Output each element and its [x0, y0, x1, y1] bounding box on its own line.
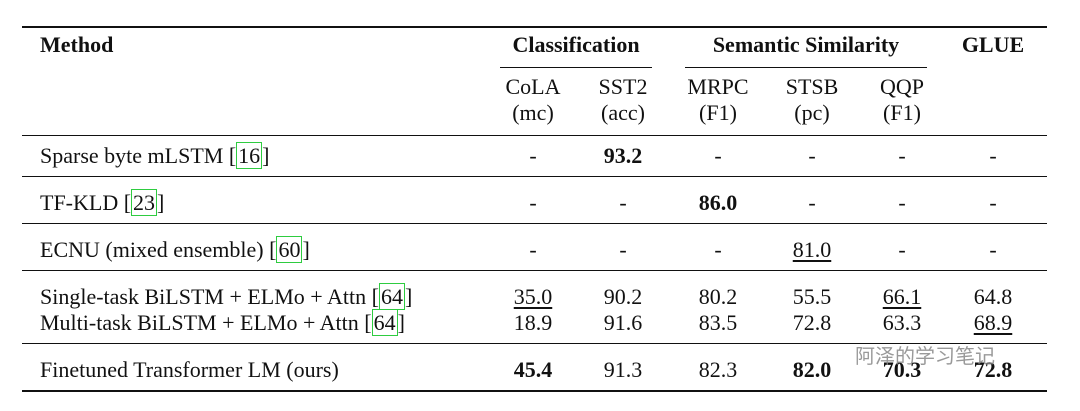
cell: -: [714, 237, 722, 262]
citation[interactable]: 64: [371, 309, 398, 336]
rule: [22, 176, 1047, 177]
method-name: ECNU (mixed ensemble): [40, 237, 264, 262]
method-name: TF-KLD: [40, 190, 119, 215]
method-name: Finetuned Transformer LM (ours): [40, 357, 339, 382]
citation[interactable]: 60: [276, 236, 303, 263]
cell: 68.9: [973, 310, 1013, 335]
rule: [22, 390, 1047, 392]
cell: -: [529, 237, 537, 262]
method: Finetuned Transformer LM (ours): [40, 357, 339, 383]
citation[interactable]: 16: [236, 142, 263, 169]
method-name: Multi-task BiLSTM + ELMo + Attn: [40, 310, 359, 335]
cell: 81.0: [792, 237, 832, 262]
group-header: GLUE: [961, 32, 1025, 57]
method: Single-task BiLSTM + ELMo + Attn [64]: [40, 283, 413, 310]
cell: 80.2: [698, 284, 738, 309]
watermark: 阿泽的学习笔记: [855, 344, 995, 368]
header-method: Method: [40, 32, 114, 57]
cell: -: [989, 143, 997, 168]
cell: 63.3: [882, 310, 922, 335]
cell: -: [989, 237, 997, 262]
cell: -: [529, 190, 537, 215]
cell: 66.1: [882, 284, 922, 309]
column-name: SST2: [598, 74, 648, 99]
column-name: QQP: [879, 74, 925, 99]
cell: -: [808, 143, 816, 168]
cell: -: [714, 143, 722, 168]
column-name: MRPC: [687, 74, 749, 99]
cell: 90.2: [603, 284, 643, 309]
cell: 45.4: [513, 357, 553, 382]
cell: 91.6: [603, 310, 643, 335]
column-name: CoLA: [505, 74, 561, 99]
cell: 64.8: [973, 284, 1013, 309]
cell: 82.3: [698, 357, 738, 382]
cell: 72.8: [973, 357, 1013, 382]
cell: 83.5: [698, 310, 738, 335]
cell: 35.0: [513, 284, 553, 309]
group-header: Semantic Similarity: [712, 32, 900, 57]
column-metric: (F1): [699, 100, 737, 125]
method: Sparse byte mLSTM [16]: [40, 142, 270, 169]
rule: [500, 67, 652, 68]
method: ECNU (mixed ensemble) [60]: [40, 236, 310, 263]
group-header: Classification: [512, 32, 640, 57]
cell: 82.0: [792, 357, 832, 382]
column-name: STSB: [785, 74, 839, 99]
column-metric: (mc): [512, 100, 554, 125]
cell: -: [898, 143, 906, 168]
method: TF-KLD [23]: [40, 189, 165, 216]
cell: 18.9: [513, 310, 553, 335]
method-name: Sparse byte mLSTM: [40, 143, 224, 168]
method-name: Single-task BiLSTM + ELMo + Attn: [40, 284, 367, 309]
cell: 91.3: [603, 357, 643, 382]
rule: [685, 67, 927, 68]
cell: 86.0: [698, 190, 738, 215]
cell: -: [529, 143, 537, 168]
cell: -: [898, 190, 906, 215]
cell: 93.2: [603, 143, 643, 168]
cell: -: [808, 190, 816, 215]
column-metric: (pc): [794, 100, 830, 125]
column-metric: (F1): [883, 100, 921, 125]
column-metric: (acc): [601, 100, 645, 125]
rule: [22, 135, 1047, 136]
cell: -: [619, 237, 627, 262]
method: Multi-task BiLSTM + ELMo + Attn [64]: [40, 309, 405, 336]
citation[interactable]: 23: [131, 189, 158, 216]
cell: -: [898, 237, 906, 262]
cell: -: [989, 190, 997, 215]
cell: 55.5: [792, 284, 832, 309]
rule: [22, 270, 1047, 271]
rule: [22, 223, 1047, 224]
cell: 72.8: [792, 310, 832, 335]
cell: -: [619, 190, 627, 215]
citation[interactable]: 64: [378, 283, 405, 310]
rule: [22, 343, 1047, 344]
cell: 70.3: [882, 357, 922, 382]
rule: [22, 26, 1047, 28]
